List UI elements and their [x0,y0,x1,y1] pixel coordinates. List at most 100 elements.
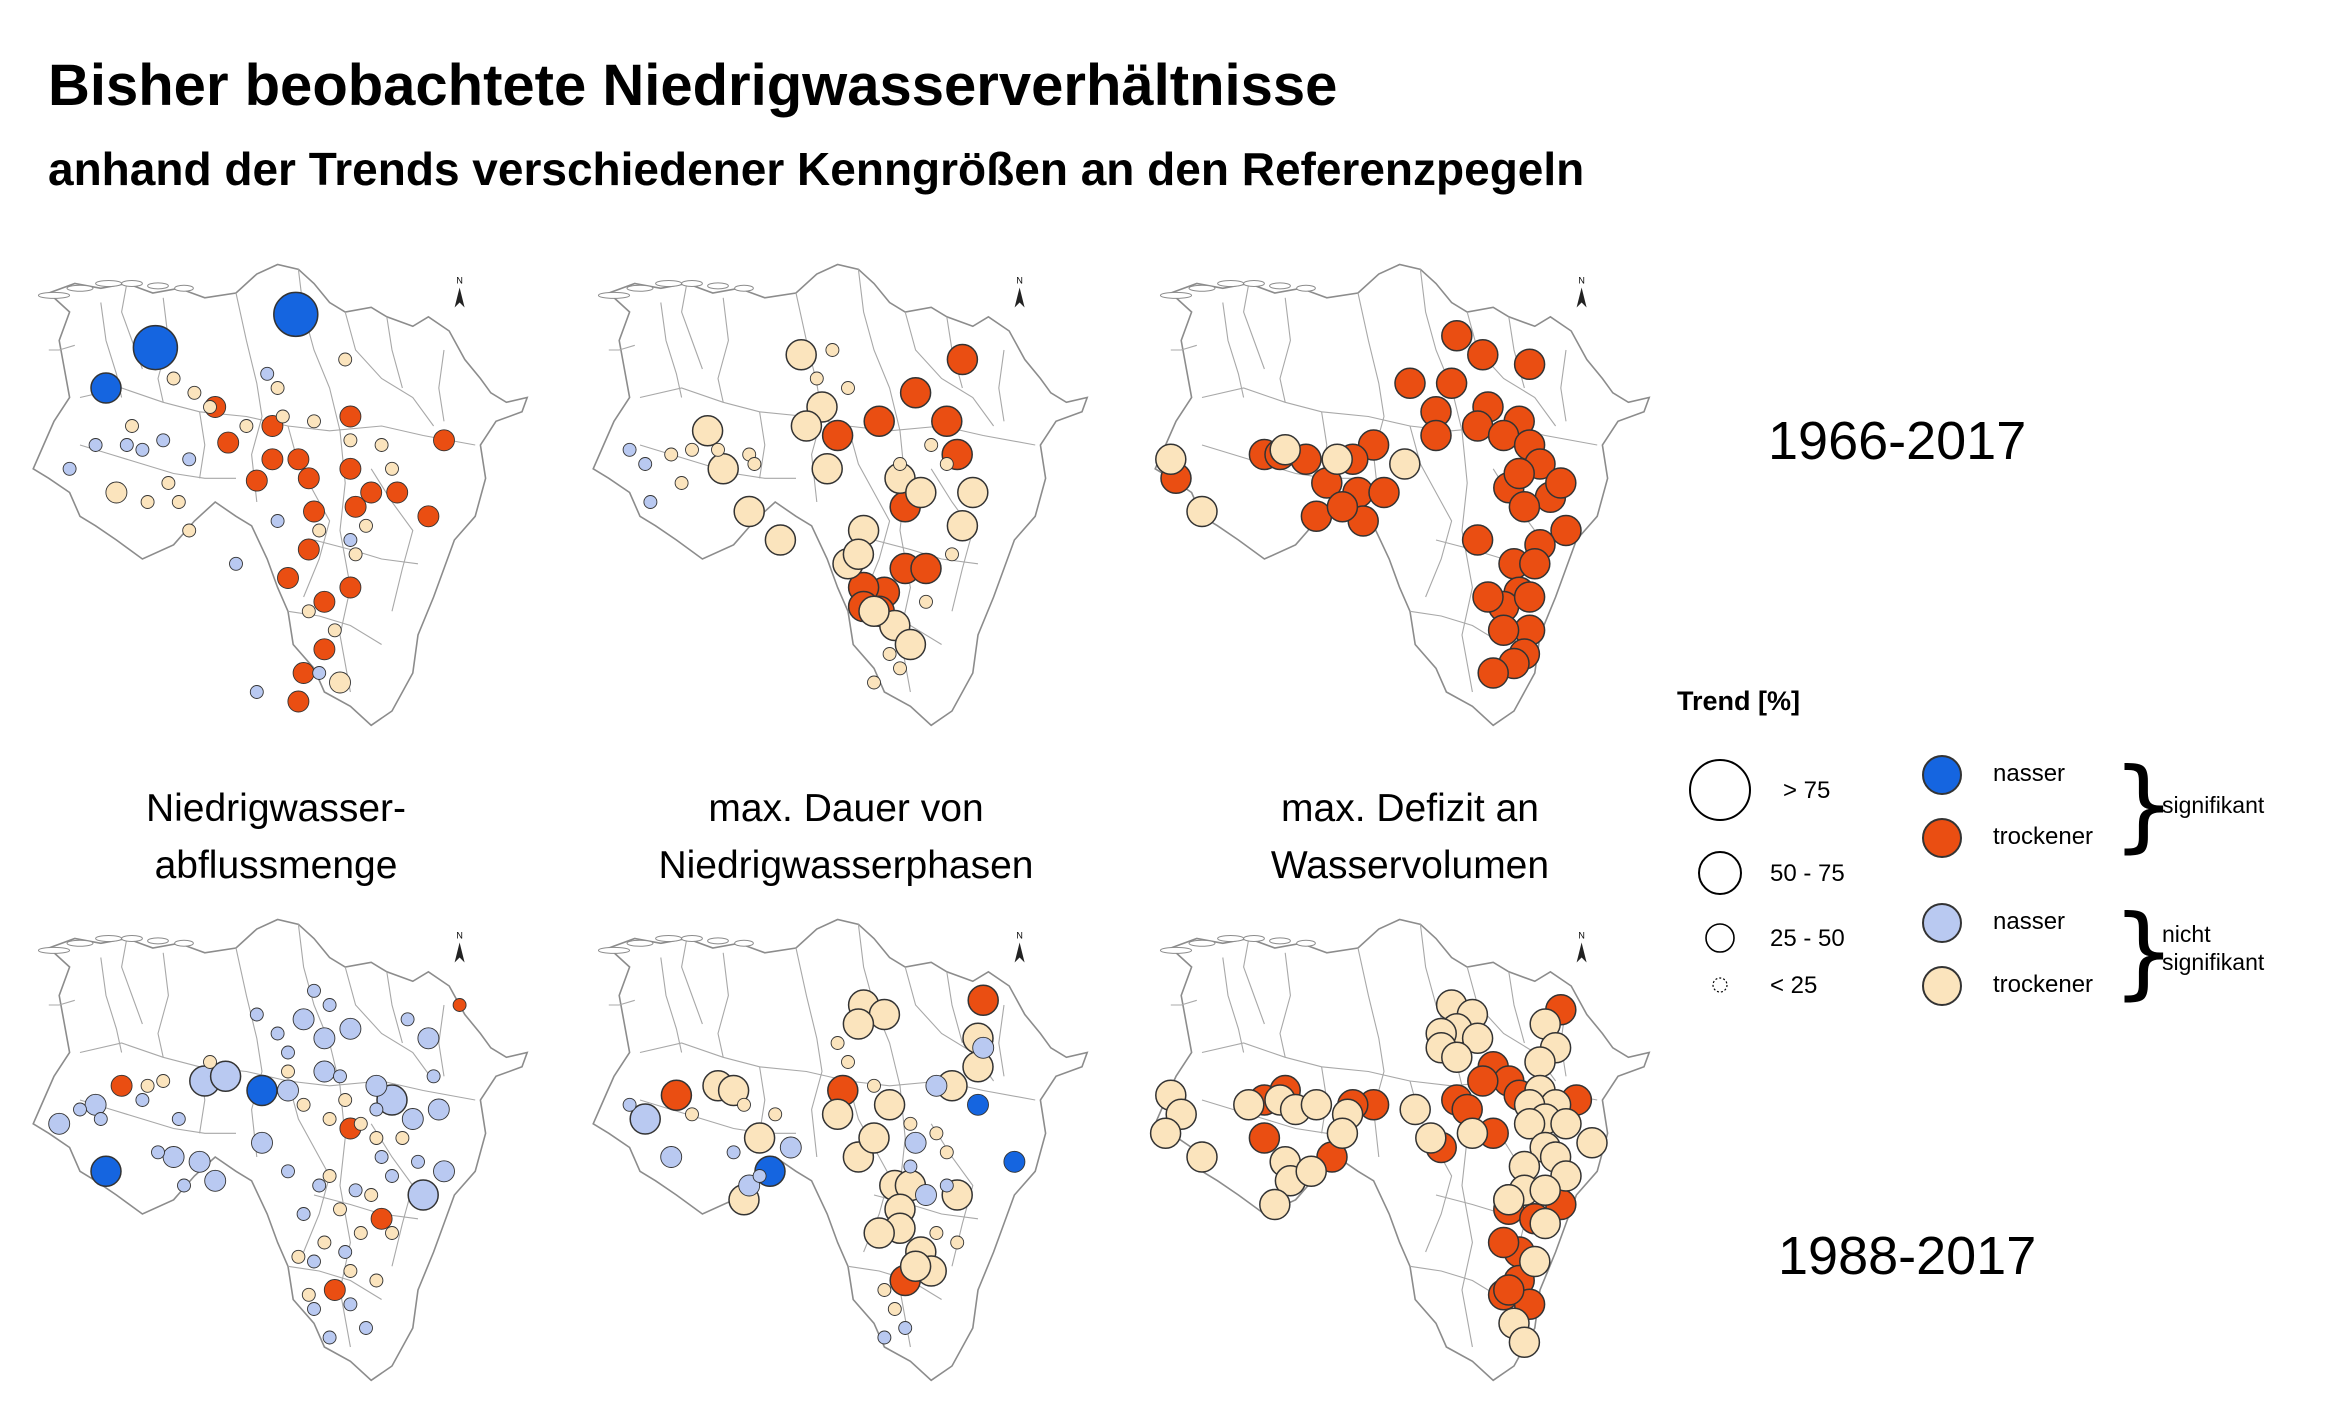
gauge-station-nw [401,1108,424,1130]
gauge-station-nw [156,433,171,448]
island-outline [655,280,683,287]
north-arrow-icon: N [454,931,465,963]
gauge-station-nd [1415,1122,1447,1154]
island-outline [95,280,123,287]
gauge-station-nd [785,339,817,371]
gauge-station-sd [313,590,336,613]
legend-sig-dry-label: trockener [1993,823,2094,850]
gauge-station-nw [151,1145,165,1160]
gauge-station-nd [369,1131,384,1145]
period-label-1988-2017: 1988-2017 [1778,1226,2037,1286]
river-line [608,344,635,351]
river-line [1419,269,1473,693]
indicator-line1: Niedrigwasser- [145,787,407,830]
island-outline [626,284,654,292]
gauge-station-nd [338,1093,353,1107]
river-line [438,1004,445,1077]
gauge-station-nw [62,461,77,476]
river-line [847,425,891,598]
river-line [759,1066,766,1134]
gauge-station-nd [374,438,389,452]
gauge-station-nd [203,1055,217,1069]
north-arrow-icon: N [454,276,465,308]
island-outline [597,946,631,954]
river-line [121,938,143,1025]
river-line [157,952,169,1058]
river-line [660,302,683,398]
north-arrow-icon: N [1014,931,1025,963]
gauge-station-nd [171,495,186,509]
gauge-station-sd [1493,1274,1525,1306]
gauge-station-nd [841,1055,855,1069]
gauge-station-nw [411,1154,425,1169]
gauge-station-nw [417,1027,440,1050]
gauge-station-nw [339,1017,362,1040]
indicator-line2: Wasservolumen [1270,844,1550,887]
north-arrow-icon: N [1014,276,1025,308]
gauge-station-sd [863,405,895,438]
gauge-station-nd [842,1008,875,1040]
river-line [344,311,435,427]
gauge-station-sd [1467,339,1499,371]
gauge-station-nd [239,419,254,433]
gauge-station-nd [281,1064,295,1079]
gauge-station-nw [925,1074,948,1097]
gauge-station-sd [660,1079,693,1112]
gauge-station-sd [931,405,963,438]
gauge-station-nw [643,495,658,509]
gauge-station-nw [281,1164,295,1179]
gauge-station-nd [903,1116,918,1131]
gauge-station-nd [825,343,840,357]
island-outline [1217,935,1245,942]
gauge-station-nd [664,447,679,462]
river-line [1409,1265,1504,1300]
gauge-station-nd [125,419,139,433]
gauge-station-nd [809,371,824,386]
gauge-station-sd [1248,1122,1281,1154]
gauge-station-nd [307,414,321,429]
legend-nonsig-dry-symbol [1922,966,1962,1006]
gauge-station-nw [307,1254,321,1269]
gauge-station-sd [303,500,325,523]
gauge-station-nw [260,366,275,381]
gauge-station-sd [339,405,362,428]
river-line [386,316,403,389]
gauge-station-sd [1477,657,1509,689]
river-line [48,344,75,351]
legend-nonsig-dry-label: trockener [1993,971,2094,998]
map-1966-duration: N [592,263,1089,727]
legend-brace-significant: } [2112,746,2176,863]
gauge-station-nw [779,1136,802,1159]
gauge-station-sd [313,638,336,661]
gauge-station-nw [726,1145,741,1160]
gauge-station-nd [764,524,797,556]
gauge-station-nd [893,661,907,676]
gauge-station-sw [1003,1150,1026,1173]
gauge-station-sd [821,419,854,452]
gauge-station-nd [275,409,290,424]
gauge-station-nd [333,1202,347,1217]
gauge-station-sd [1519,548,1551,580]
gauge-station-nd [312,523,327,538]
gauge-station-sd [344,495,367,518]
island-outline [1296,284,1316,292]
gauge-station-nd [863,1217,895,1249]
river-line [48,999,75,1006]
gauge-station-nd [353,1226,368,1240]
period-label-1966-2017: 1966-2017 [1768,411,2027,471]
gauge-station-nw [400,1012,415,1027]
gauge-station-nd [685,442,699,457]
river-line [946,971,963,1044]
gauge-station-nd [301,604,316,619]
gauge-station-nd [270,381,285,395]
island-outline [95,935,123,942]
river-line [199,411,206,479]
legend-size-label-gt75: > 75 [1783,777,1831,804]
river-line [297,924,351,1348]
legend-nonsig-wet-symbol [1922,903,1962,943]
gauge-station-nw [249,1007,264,1022]
gauge-station-nw [312,1178,327,1193]
gauge-station-nd [939,457,954,471]
gauge-station-nw [427,1098,450,1121]
gauge-station-nd [1456,1117,1489,1150]
